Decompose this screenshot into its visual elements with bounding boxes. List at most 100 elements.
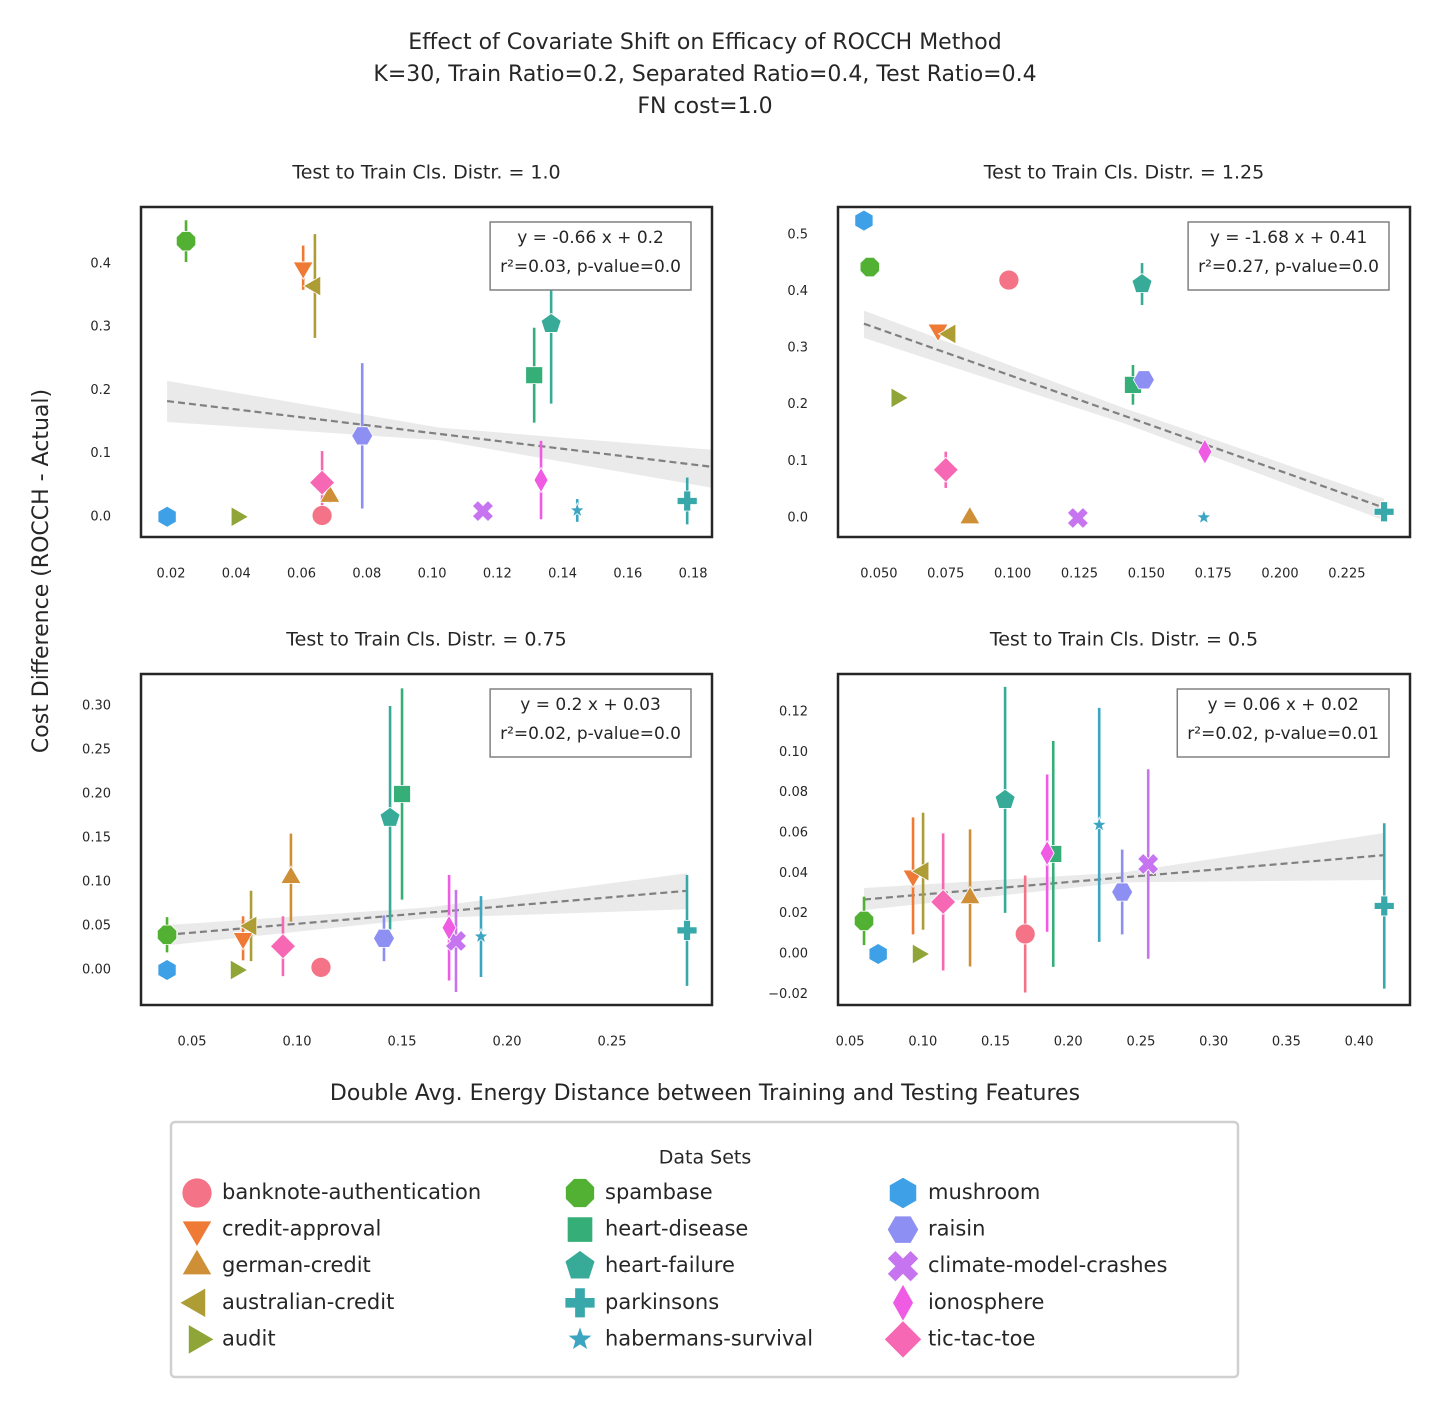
y-tick-label: 0.20 (82, 787, 111, 802)
x-tick-label: 0.20 (1054, 1035, 1083, 1050)
y-tick-label: 0.30 (82, 699, 111, 714)
data-point (292, 261, 314, 280)
legend-marker (187, 1323, 216, 1356)
legend-label: parkinsons (605, 1290, 719, 1314)
data-point (302, 275, 322, 297)
legend-marker (564, 1249, 596, 1280)
data-point (854, 209, 874, 232)
legend-label: banknote-authentication (222, 1180, 481, 1204)
x-tick-label: 0.05 (836, 1035, 865, 1050)
data-point (525, 366, 544, 385)
data-point (1373, 501, 1395, 523)
annotation-equation: y = 0.06 x + 0.02 (1207, 695, 1358, 715)
y-tick-label: 0.0 (787, 510, 808, 525)
x-tick-label: 0.35 (1272, 1035, 1301, 1050)
x-tick-label: 0.25 (598, 1035, 627, 1050)
x-tick-label: 0.06 (287, 567, 316, 582)
legend-label: credit-approval (222, 1217, 381, 1241)
y-tick-label: 0.4 (90, 256, 111, 271)
data-point (229, 959, 249, 981)
y-tick-label: 0.15 (82, 831, 111, 846)
y-tick-label: 0.04 (779, 866, 808, 881)
axes-frame (139, 672, 714, 1007)
data-point (959, 505, 981, 525)
legend-marker (565, 1178, 595, 1208)
data-point (930, 888, 957, 915)
x-tick-label: 0.10 (418, 567, 447, 582)
x-tick-label: 0.050 (860, 567, 897, 582)
y-tick-label: 0.3 (90, 320, 111, 335)
x-tick-label: 0.100 (994, 567, 1031, 582)
legend-label: habermans-survival (605, 1326, 813, 1350)
data-point (309, 469, 336, 496)
data-point (393, 785, 411, 803)
legend-marker (566, 1216, 594, 1243)
data-point (853, 910, 875, 931)
annotation-box (1176, 688, 1390, 758)
data-point (1131, 273, 1153, 293)
y-tick-label: 0.12 (779, 704, 808, 719)
x-tick-label: 0.40 (1345, 1035, 1374, 1050)
subplot-title: Test to Train Cls. Distr. = 0.5 (989, 629, 1258, 651)
data-point (1014, 923, 1036, 945)
x-tick-label: 0.16 (613, 567, 642, 582)
legend-title: Data Sets (659, 1147, 752, 1169)
y-tick-label: 0.10 (82, 874, 111, 889)
data-point (472, 927, 490, 944)
legend-label: ionosphere (928, 1290, 1044, 1314)
legend-label: spambase (605, 1180, 713, 1204)
y-tick-label: 0.1 (90, 446, 111, 461)
y-tick-label: 0.2 (90, 383, 111, 398)
data-point (319, 484, 341, 503)
data-point (1132, 370, 1155, 390)
legend-marker (886, 1215, 920, 1244)
y-tick-label: −0.02 (768, 987, 808, 1002)
confidence-band (864, 832, 1385, 910)
x-tick-label: 0.20 (493, 1035, 522, 1050)
y-tick-label: 0.25 (82, 743, 111, 758)
data-point (890, 387, 910, 409)
data-point (911, 943, 931, 965)
title-line: FN cost=1.0 (637, 94, 772, 119)
data-point (1195, 508, 1213, 525)
data-point (533, 466, 549, 494)
confidence-band (167, 380, 712, 488)
x-tick-label: 0.200 (1261, 567, 1298, 582)
subplot-title: Test to Train Cls. Distr. = 1.0 (291, 162, 560, 184)
annotation-stats: r²=0.02, p-value=0.0 (500, 724, 681, 744)
legend-marker (181, 1220, 213, 1248)
y-tick-label: 0.10 (779, 745, 808, 760)
y-tick-label: 0.3 (787, 341, 808, 356)
data-point (175, 231, 197, 252)
regression-line (863, 322, 1385, 509)
annotation-equation: y = -0.66 x + 0.2 (517, 228, 664, 248)
x-tick-label: 0.12 (483, 567, 512, 582)
legend-marker (181, 1177, 213, 1209)
y-tick-label: 0.05 (82, 918, 111, 933)
data-point (157, 505, 177, 528)
x-tick-label: 0.08 (352, 567, 381, 582)
data-point (994, 788, 1016, 809)
legend-label: australian-credit (222, 1290, 394, 1314)
data-point (311, 505, 333, 526)
x-tick-label: 0.30 (1199, 1035, 1228, 1050)
legend-label: german-credit (222, 1253, 371, 1277)
axes-frame (836, 672, 1412, 1007)
x-tick-label: 0.25 (1126, 1035, 1155, 1050)
legend-label: heart-failure (605, 1253, 735, 1277)
y-tick-label: 0.4 (787, 284, 808, 299)
y-tick-label: 0.02 (779, 906, 808, 921)
regression-line (166, 889, 688, 936)
data-point (238, 915, 258, 937)
y-axis-label: Cost Difference (ROCCH - Actual) (29, 389, 54, 753)
data-point (959, 885, 981, 905)
x-tick-label: 0.04 (222, 567, 251, 582)
legend-marker (888, 1176, 918, 1210)
annotation-box (489, 688, 692, 758)
data-point (1066, 506, 1089, 530)
y-tick-label: 0.06 (779, 825, 808, 840)
data-point (310, 956, 332, 978)
data-point (280, 865, 302, 884)
x-tick-label: 0.175 (1195, 567, 1232, 582)
